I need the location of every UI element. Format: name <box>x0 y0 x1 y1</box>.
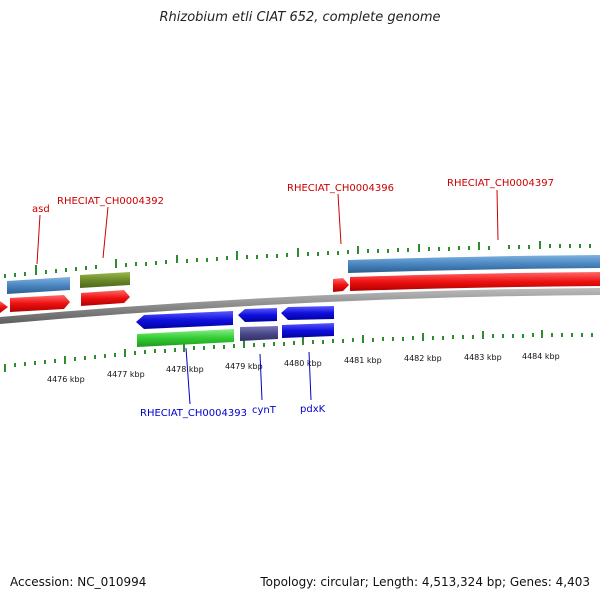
reverse-gene-labels: RHECIAT_CH0004393 cynT pdxK <box>140 404 326 419</box>
axis-label: 4476 kbp <box>47 375 85 384</box>
accession-value: NC_010994 <box>77 575 147 589</box>
forward-tick-marks <box>4 241 591 278</box>
length-label: Length: <box>372 575 422 589</box>
axis-label: 4479 kbp <box>225 362 263 371</box>
map-title: Rhizobium etli CIAT 652, complete genome <box>159 10 441 25</box>
cds-left-edge[interactable] <box>0 301 8 313</box>
accession-label: Accession: <box>10 575 78 589</box>
topology-label: Topology: <box>260 575 321 589</box>
cds-cynt[interactable] <box>238 308 277 322</box>
genome-stats: Topology: circular; Length: 4,513,324 bp… <box>260 575 590 589</box>
feature-rheciat-ch0004397[interactable] <box>348 255 600 273</box>
cds-rheciat-ch0004393[interactable] <box>136 311 233 329</box>
cds-asd[interactable] <box>10 295 70 312</box>
axis-label: 4483 kbp <box>464 353 502 362</box>
feature-rheciat-ch0004393[interactable] <box>137 329 234 347</box>
gene-label-asd[interactable]: asd <box>32 204 50 215</box>
axis-label: 4480 kbp <box>284 359 322 368</box>
gene-label-rheciat-ch0004393[interactable]: RHECIAT_CH0004393 <box>140 408 247 419</box>
axis-label: 4481 kbp <box>344 356 382 365</box>
gene-label-pdxk[interactable]: pdxK <box>300 404 326 415</box>
accession-info: Accession: NC_010994 <box>10 575 146 589</box>
feature-pdxk[interactable] <box>282 323 334 338</box>
cds-pdxk[interactable] <box>281 306 334 320</box>
axis-label: 4478 kbp <box>166 365 204 374</box>
genes-value: 4,403 <box>555 575 590 589</box>
feature-rheciat-ch0004392[interactable] <box>80 272 130 288</box>
axis-label: 4482 kbp <box>404 354 442 363</box>
axis-label: 4477 kbp <box>107 370 145 379</box>
forward-gene-labels: asd RHECIAT_CH0004392 RHECIAT_CH0004396 … <box>32 178 554 215</box>
gene-label-cynt[interactable]: cynT <box>252 405 277 416</box>
feature-cynt[interactable] <box>240 326 278 341</box>
genes-label: Genes: <box>509 575 556 589</box>
gene-label-rheciat-ch0004396[interactable]: RHECIAT_CH0004396 <box>287 183 394 194</box>
cds-rheciat-ch0004396[interactable] <box>333 278 349 292</box>
length-value: 4,513,324 bp <box>421 575 502 589</box>
axis-label: 4484 kbp <box>522 352 560 361</box>
genome-backbone <box>0 288 600 324</box>
cds-rheciat-ch0004392[interactable] <box>81 290 130 306</box>
cds-rheciat-ch0004397[interactable] <box>350 272 600 291</box>
reverse-tick-marks <box>4 330 593 372</box>
topology-value: circular <box>320 575 365 589</box>
feature-asd[interactable] <box>7 277 70 294</box>
reverse-leader-lines <box>185 347 312 405</box>
axis-labels: 4476 kbp 4477 kbp 4478 kbp 4479 kbp 4480… <box>47 352 560 384</box>
forward-leader-lines <box>36 189 499 265</box>
gene-label-rheciat-ch0004392[interactable]: RHECIAT_CH0004392 <box>57 196 164 207</box>
gene-label-rheciat-ch0004397[interactable]: RHECIAT_CH0004397 <box>447 178 554 189</box>
